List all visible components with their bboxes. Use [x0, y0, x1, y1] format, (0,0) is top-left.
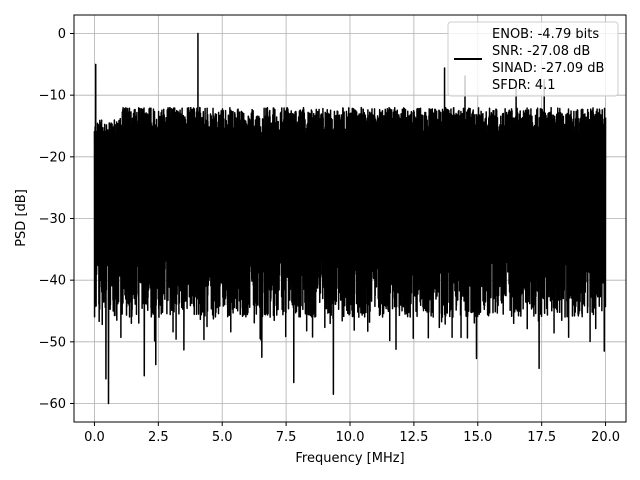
x-tick-label: 17.5 [527, 430, 556, 445]
x-tick-label: 2.5 [148, 430, 169, 445]
plot-area [93, 32, 607, 405]
legend-line-sinad: SINAD: -27.09 dB [492, 61, 604, 76]
x-tick-label: 15.0 [463, 430, 492, 445]
y-tick-label: −60 [39, 397, 66, 412]
y-tick-label: −40 [39, 274, 66, 289]
legend-line-sfdr: SFDR: 4.1 [492, 78, 556, 93]
legend-line-enob: ENOB: -4.79 bits [492, 27, 599, 42]
y-tick-label: −20 [39, 150, 66, 165]
y-tick-label: −10 [39, 89, 66, 104]
y-tick-label: 0 [58, 27, 66, 42]
y-tick-label: −50 [39, 335, 66, 350]
y-tick-label: −30 [39, 212, 66, 227]
x-tick-label: 0.0 [84, 430, 105, 445]
x-tick-label: 7.5 [276, 430, 297, 445]
psd-series-line [93, 32, 607, 405]
x-ticks: 0.0 2.5 5.0 7.5 10.0 12.5 15.0 17.5 20.0 [84, 422, 620, 445]
y-axis-label: PSD [dB] [14, 189, 29, 247]
x-axis-label: Frequency [MHz] [295, 451, 404, 466]
x-tick-label: 12.5 [399, 430, 428, 445]
legend-line-snr: SNR: -27.08 dB [492, 44, 590, 59]
y-ticks: 0 −10 −20 −30 −40 −50 −60 [39, 27, 74, 412]
x-tick-label: 5.0 [212, 430, 233, 445]
legend-box [447, 21, 619, 97]
legend: ENOB: -4.79 bits SNR: -27.08 dB SINAD: -… [447, 21, 619, 97]
x-tick-label: 20.0 [591, 430, 620, 445]
x-tick-label: 10.0 [336, 430, 365, 445]
series-group [93, 32, 607, 405]
